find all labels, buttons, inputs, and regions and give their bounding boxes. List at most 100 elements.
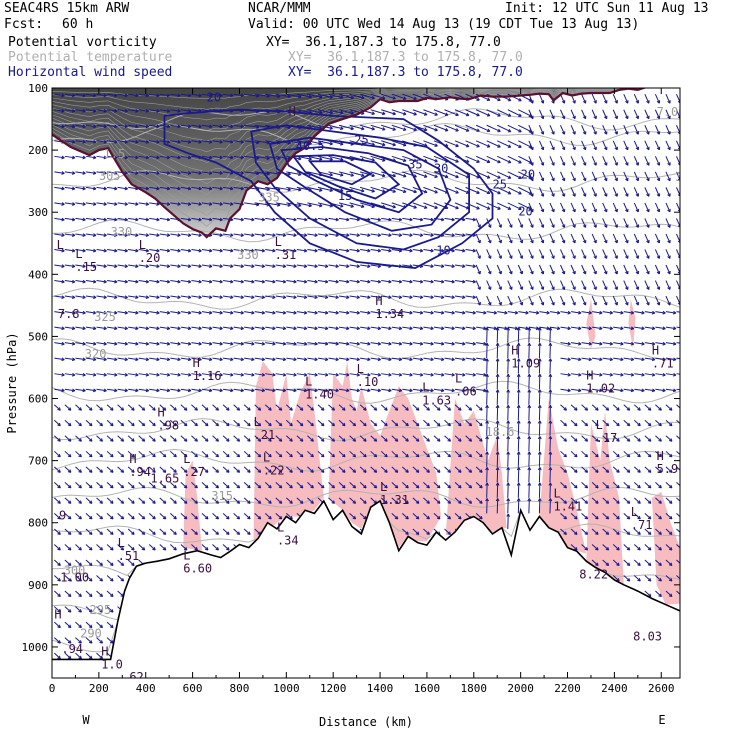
- wind-vector-head: [114, 357, 118, 362]
- wind-vector: [338, 124, 354, 130]
- wind-vector: [328, 248, 339, 252]
- wind-vector-head: [208, 217, 213, 222]
- wind-vector-head: [574, 407, 578, 411]
- wind-vector: [180, 311, 191, 314]
- wind-vector: [486, 326, 497, 330]
- fcst-label: Fcst:: [4, 17, 44, 32]
- pv-contour: [52, 88, 646, 174]
- wind-vector: [54, 248, 65, 252]
- wind-vector: [507, 295, 513, 306]
- extremum-value: 1.02: [586, 381, 615, 395]
- wind-vector-field: [54, 93, 680, 660]
- wind-vector: [54, 124, 65, 128]
- wind-vector-head: [367, 326, 371, 331]
- wind-vector: [338, 388, 350, 392]
- wind-vector-head: [166, 140, 171, 144]
- wind-vector: [423, 295, 434, 299]
- wind-vector: [370, 155, 386, 162]
- wind-vector: [496, 233, 502, 244]
- wind-vector: [518, 186, 532, 195]
- wind-vector: [128, 217, 139, 221]
- wind-vector-head: [382, 111, 386, 116]
- wind-vector: [254, 233, 265, 236]
- wind-vector: [475, 404, 483, 411]
- wind-vector-head: [662, 357, 666, 362]
- wind-vector-head: [177, 326, 181, 331]
- wind-vector: [602, 264, 608, 275]
- wind-vector-head: [525, 310, 529, 315]
- wind-vector-head: [198, 279, 202, 284]
- wind-vector-head: [477, 270, 481, 275]
- wind-vector: [286, 217, 297, 221]
- wind-vector-head: [506, 373, 511, 378]
- wind-vector: [64, 202, 75, 205]
- wind-vector: [623, 156, 629, 166]
- wind-vector: [254, 217, 265, 221]
- wind-vector: [412, 357, 423, 361]
- wind-vector: [191, 311, 202, 314]
- wind-vector: [254, 435, 262, 442]
- pv-contour: [52, 88, 648, 99]
- wind-vector-head: [377, 372, 381, 377]
- wind-vector-head: [329, 110, 333, 115]
- wind-vector: [444, 388, 455, 392]
- wind-vector: [244, 264, 255, 267]
- wind-vector: [64, 419, 72, 427]
- wind-vector-head: [677, 287, 680, 290]
- wind-vector-head: [677, 132, 680, 135]
- wind-vector: [296, 311, 307, 314]
- wind-vector-head: [342, 422, 346, 427]
- wind-vector: [401, 419, 409, 427]
- wind-vector-head: [361, 126, 365, 131]
- extremum-value: .94: [129, 465, 151, 479]
- wind-vector-head: [57, 407, 61, 411]
- wind-vector-head: [103, 264, 107, 269]
- wind-vector: [191, 140, 202, 143]
- wind-vector: [244, 202, 260, 206]
- wind-vector-head: [92, 140, 97, 144]
- wind-vector: [654, 187, 660, 197]
- wind-vector: [349, 326, 360, 330]
- wind-vector: [602, 94, 608, 104]
- wind-vector-head: [498, 286, 502, 290]
- wind-vector: [391, 248, 402, 252]
- wind-vector: [613, 373, 624, 376]
- wind-vector: [328, 357, 339, 361]
- wind-vector-head: [240, 310, 244, 315]
- wind-vector: [149, 109, 160, 112]
- wind-vector: [360, 233, 371, 236]
- wind-vector-head: [563, 407, 567, 411]
- wind-vector-head: [413, 112, 417, 116]
- wind-vector: [623, 311, 634, 314]
- wind-vector: [128, 202, 139, 205]
- wind-vector-head: [430, 326, 434, 331]
- wind-vector-head: [540, 208, 545, 213]
- x-tick-label: 1200: [320, 682, 347, 695]
- wind-vector-head: [430, 264, 434, 269]
- wind-vector-head: [247, 407, 251, 411]
- wind-vector-head: [582, 131, 587, 135]
- wind-vector: [644, 125, 650, 135]
- wind-vector-head: [392, 204, 396, 209]
- wind-vector-head: [599, 388, 603, 393]
- wind-vector: [644, 357, 655, 361]
- wind-vector-head: [409, 233, 413, 237]
- wind-vector-head: [141, 422, 146, 427]
- wind-vector-head: [61, 155, 65, 160]
- wind-vector-head: [173, 422, 177, 427]
- wind-vector-head: [272, 310, 276, 315]
- wind-vector-head: [230, 341, 234, 346]
- wind-vector: [149, 217, 160, 221]
- wind-vector: [106, 326, 118, 330]
- wind-vector-head: [289, 407, 293, 411]
- wind-vector: [328, 342, 339, 345]
- wind-vector: [654, 140, 660, 150]
- wind-vector-head: [156, 310, 160, 315]
- wind-vector-head: [320, 422, 325, 427]
- wind-vector-head: [367, 295, 371, 300]
- wind-vector: [465, 404, 472, 411]
- wind-vector: [517, 295, 523, 306]
- wind-vector-head: [540, 177, 545, 182]
- wind-vector-head: [548, 327, 553, 331]
- wind-vector-head: [519, 255, 524, 259]
